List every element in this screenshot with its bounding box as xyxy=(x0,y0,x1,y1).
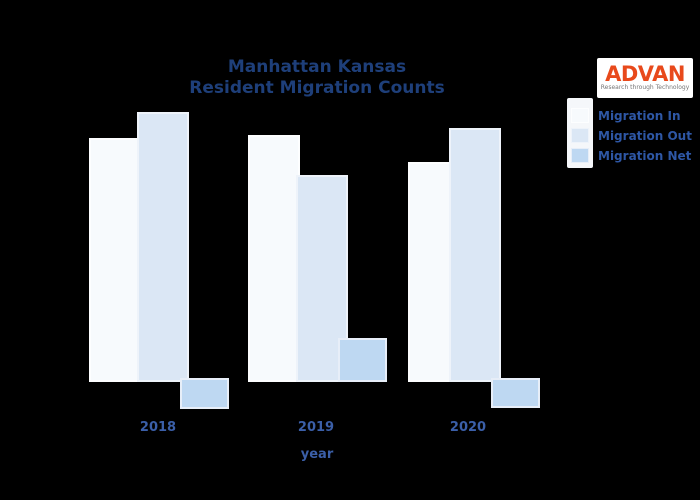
legend-label-migration-in: Migration In xyxy=(598,109,681,123)
advan-logo-wordmark: ADVAN xyxy=(605,62,685,86)
x-tick-2020: 2020 xyxy=(449,420,487,435)
legend-swatch-migration-net xyxy=(571,148,589,163)
bar-migration-in-2019 xyxy=(248,135,300,382)
legend-label-migration-out: Migration Out xyxy=(598,129,692,143)
advan-logo-tagline: Research through Technology xyxy=(600,84,690,91)
bar-migration-net-2019 xyxy=(338,338,387,382)
chart-title-line2: Resident Migration Counts xyxy=(189,78,445,98)
bar-migration-net-2018 xyxy=(180,378,229,409)
legend-swatch-strip xyxy=(567,98,593,168)
bar-migration-net-2020 xyxy=(491,378,540,408)
bar-migration-out-2018 xyxy=(137,112,189,382)
bar-migration-in-2018 xyxy=(89,138,141,382)
bar-migration-out-2020 xyxy=(449,128,501,382)
x-axis-label: year xyxy=(300,447,334,462)
x-tick-2019: 2019 xyxy=(297,420,335,435)
legend-label-migration-net: Migration Net xyxy=(598,149,692,163)
chart-title-line1: Manhattan Kansas xyxy=(227,57,407,77)
chart-title: Manhattan Kansas Resident Migration Coun… xyxy=(189,57,444,99)
x-tick-2018: 2018 xyxy=(139,420,177,435)
legend-swatch-migration-in xyxy=(571,108,589,123)
legend-swatch-migration-out xyxy=(571,128,589,143)
advan-logo: ADVAN Research through Technology xyxy=(597,58,693,98)
